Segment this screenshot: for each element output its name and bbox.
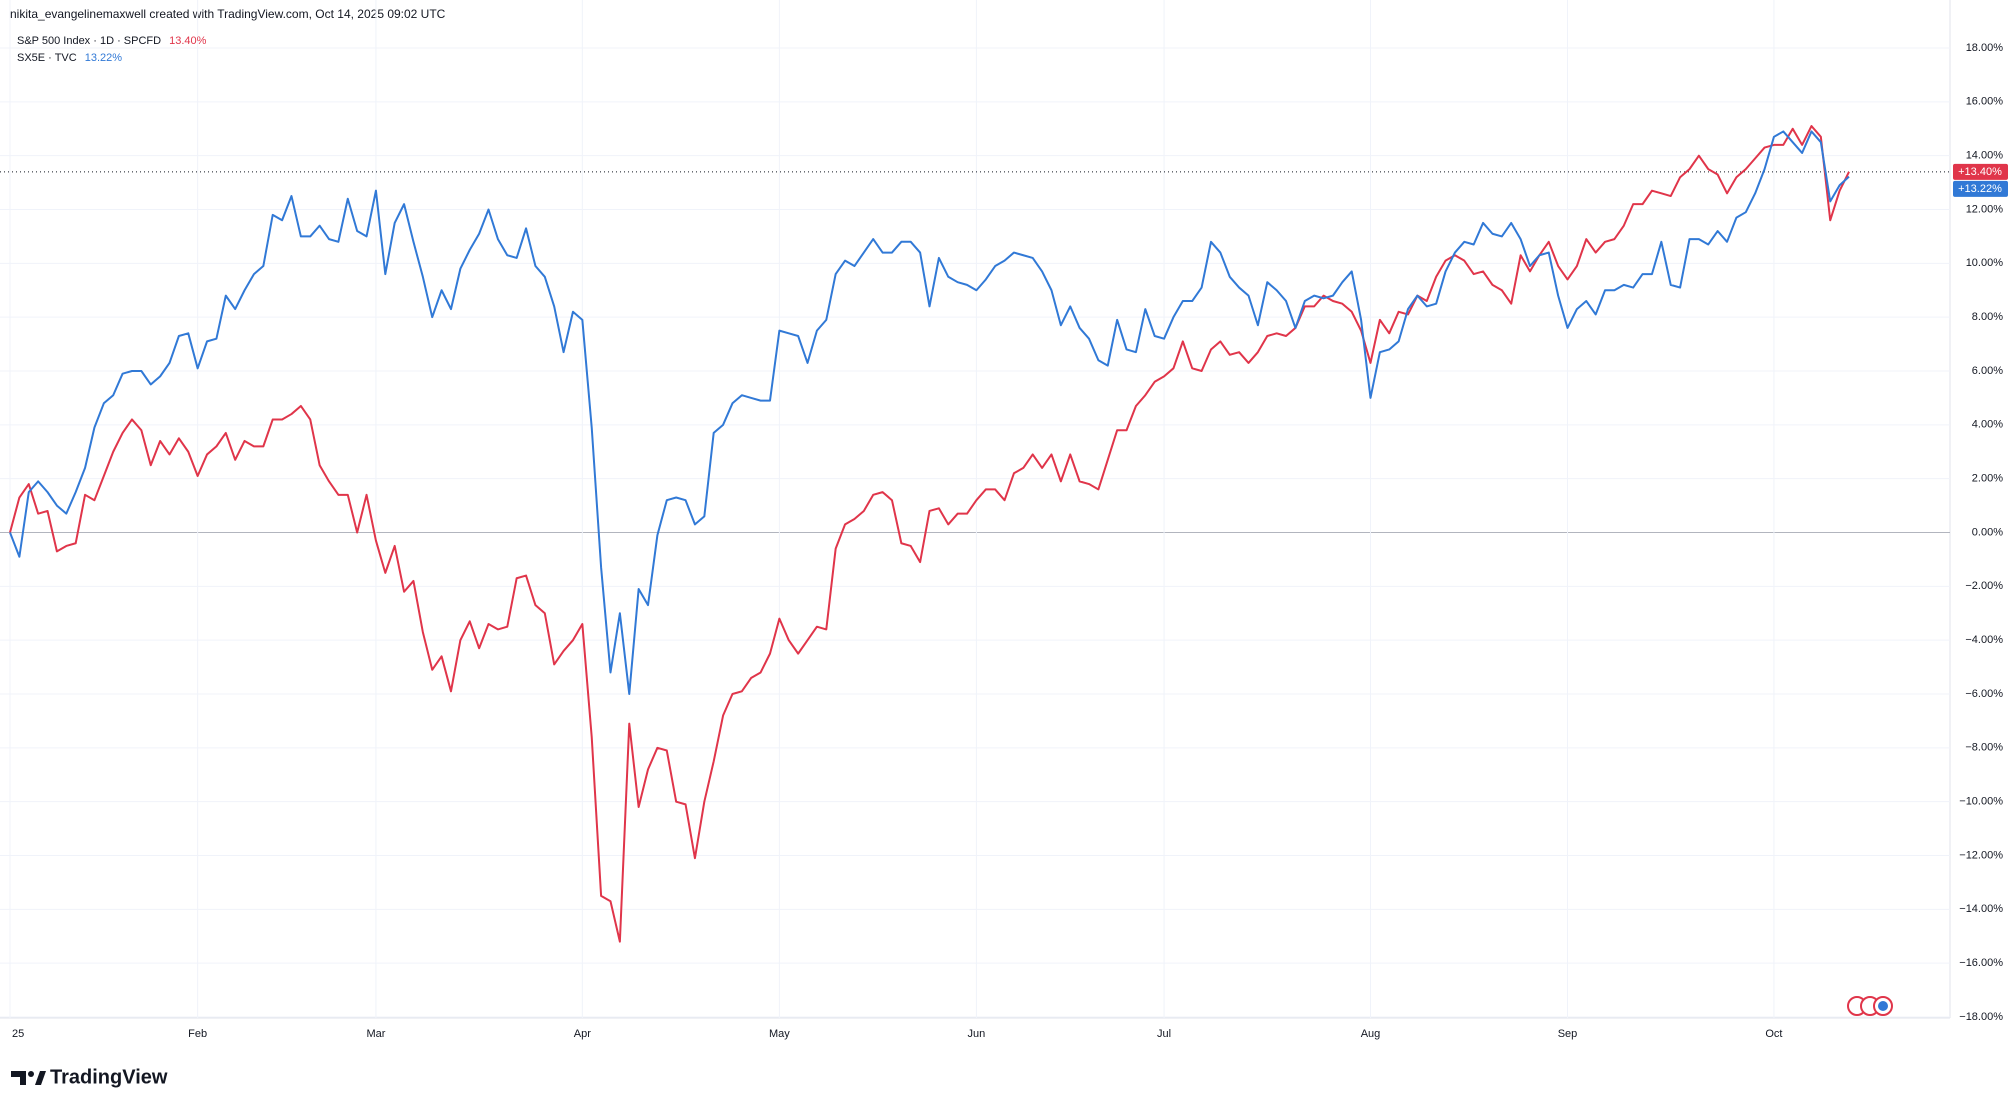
y-tick-label: 0.00% [1972, 526, 2003, 538]
y-tick-label: −14.00% [1959, 903, 2003, 915]
price-label: +13.40% [1958, 166, 2002, 178]
price-label-box [1953, 163, 2008, 180]
y-tick-label: 16.00% [1966, 96, 2004, 108]
series-line [9, 125, 1850, 943]
x-tick-label: Sep [1558, 1028, 1578, 1040]
price-label: +13.22% [1958, 183, 2002, 195]
y-tick-label: 6.00% [1972, 365, 2003, 377]
header-text: nikita_evangelinemaxwell created with Tr… [10, 7, 446, 21]
x-tick-label: 25 [12, 1028, 24, 1040]
y-tick-label: −18.00% [1959, 1011, 2003, 1023]
y-tick-label: 4.00% [1972, 419, 2003, 431]
y-tick-label: 2.00% [1972, 473, 2003, 485]
y-tick-label: −10.00% [1959, 796, 2003, 808]
event-icon [1878, 1001, 1888, 1011]
x-tick-label: Jul [1157, 1028, 1171, 1040]
x-tick-label: Aug [1361, 1028, 1381, 1040]
legend-name: SX5E · TVC [17, 52, 77, 64]
x-tick-label: Apr [574, 1028, 591, 1040]
y-tick-label: 12.00% [1966, 203, 2004, 215]
brand-text: TradingView [50, 1066, 168, 1088]
y-tick-label: −8.00% [1965, 742, 2003, 754]
logo-icon [11, 1071, 26, 1085]
event-icons [1847, 996, 1893, 1016]
x-tick-label: May [769, 1028, 790, 1040]
logo-icon [35, 1071, 46, 1085]
y-tick-label: −16.00% [1959, 957, 2003, 969]
y-tick-label: −6.00% [1965, 688, 2003, 700]
logo-icon [28, 1071, 34, 1077]
legend-value: 13.22% [85, 52, 123, 64]
y-tick-label: 14.00% [1966, 150, 2004, 162]
y-tick-label: 10.00% [1966, 257, 2004, 269]
legend-value: 13.40% [169, 35, 207, 47]
y-tick-label: 18.00% [1966, 42, 2004, 54]
x-tick-label: Jun [968, 1028, 986, 1040]
x-tick-label: Mar [366, 1028, 385, 1040]
price-label-box [1953, 180, 2008, 197]
y-tick-label: −4.00% [1965, 634, 2003, 646]
x-tick-label: Feb [188, 1028, 207, 1040]
brand-logo: TradingView [11, 1066, 168, 1088]
y-tick-label: 8.00% [1972, 311, 2003, 323]
x-tick-label: Oct [1765, 1028, 1782, 1040]
y-tick-label: −12.00% [1959, 849, 2003, 861]
series-line [9, 130, 1850, 695]
legend-name: S&P 500 Index · 1D · SPCFD [17, 35, 161, 47]
y-tick-label: −2.00% [1965, 580, 2003, 592]
